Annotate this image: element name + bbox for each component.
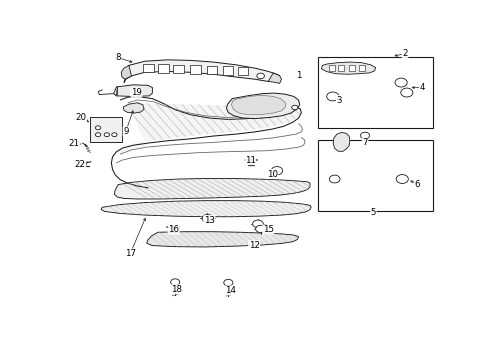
Text: 16: 16	[168, 225, 179, 234]
Circle shape	[361, 132, 369, 139]
Polygon shape	[359, 65, 365, 71]
Circle shape	[96, 126, 101, 130]
Text: 12: 12	[248, 240, 260, 249]
Polygon shape	[268, 73, 281, 84]
Polygon shape	[231, 95, 285, 115]
Polygon shape	[190, 66, 201, 74]
Text: 8: 8	[116, 53, 121, 62]
Polygon shape	[114, 85, 152, 96]
Polygon shape	[207, 66, 218, 74]
Polygon shape	[321, 62, 376, 74]
Polygon shape	[173, 65, 184, 73]
Polygon shape	[339, 65, 344, 71]
Text: 22: 22	[75, 160, 86, 169]
Polygon shape	[222, 67, 233, 75]
Text: 15: 15	[263, 225, 274, 234]
Text: 2: 2	[402, 49, 408, 58]
Text: 6: 6	[415, 180, 420, 189]
Text: 11: 11	[245, 156, 256, 165]
Polygon shape	[226, 93, 300, 118]
Bar	[318, 140, 434, 211]
Circle shape	[202, 215, 213, 222]
Circle shape	[253, 220, 263, 228]
Polygon shape	[333, 132, 350, 151]
Circle shape	[395, 78, 407, 87]
Polygon shape	[124, 60, 280, 82]
Circle shape	[171, 279, 180, 285]
Text: 21: 21	[69, 139, 80, 148]
Text: 7: 7	[362, 138, 368, 147]
Polygon shape	[238, 67, 248, 75]
Circle shape	[104, 133, 109, 136]
Polygon shape	[349, 65, 355, 71]
Circle shape	[329, 175, 340, 183]
Polygon shape	[115, 179, 310, 199]
Polygon shape	[121, 66, 131, 79]
Bar	[318, 57, 434, 128]
Circle shape	[256, 225, 266, 233]
Polygon shape	[116, 86, 118, 96]
Circle shape	[112, 133, 117, 136]
Circle shape	[96, 133, 101, 136]
Polygon shape	[158, 64, 169, 73]
Bar	[90, 117, 122, 143]
Circle shape	[257, 73, 265, 79]
Polygon shape	[147, 232, 298, 247]
Text: 13: 13	[204, 216, 215, 225]
Text: 20: 20	[75, 113, 87, 122]
Text: 5: 5	[370, 208, 376, 217]
Circle shape	[401, 88, 413, 97]
Polygon shape	[101, 201, 311, 217]
Circle shape	[271, 167, 283, 175]
Polygon shape	[143, 64, 153, 72]
Text: 10: 10	[267, 170, 278, 179]
Polygon shape	[123, 103, 144, 113]
Text: 9: 9	[123, 127, 128, 136]
Text: 17: 17	[125, 249, 136, 258]
Polygon shape	[118, 103, 301, 154]
Text: 1: 1	[296, 71, 301, 80]
Circle shape	[327, 92, 339, 101]
Circle shape	[396, 175, 408, 184]
Polygon shape	[329, 65, 335, 71]
Text: 4: 4	[419, 83, 425, 92]
Text: 14: 14	[225, 286, 236, 295]
Text: 3: 3	[337, 95, 342, 104]
Circle shape	[292, 105, 298, 110]
Text: 18: 18	[171, 285, 182, 294]
Circle shape	[224, 279, 233, 286]
Text: 19: 19	[131, 88, 142, 97]
